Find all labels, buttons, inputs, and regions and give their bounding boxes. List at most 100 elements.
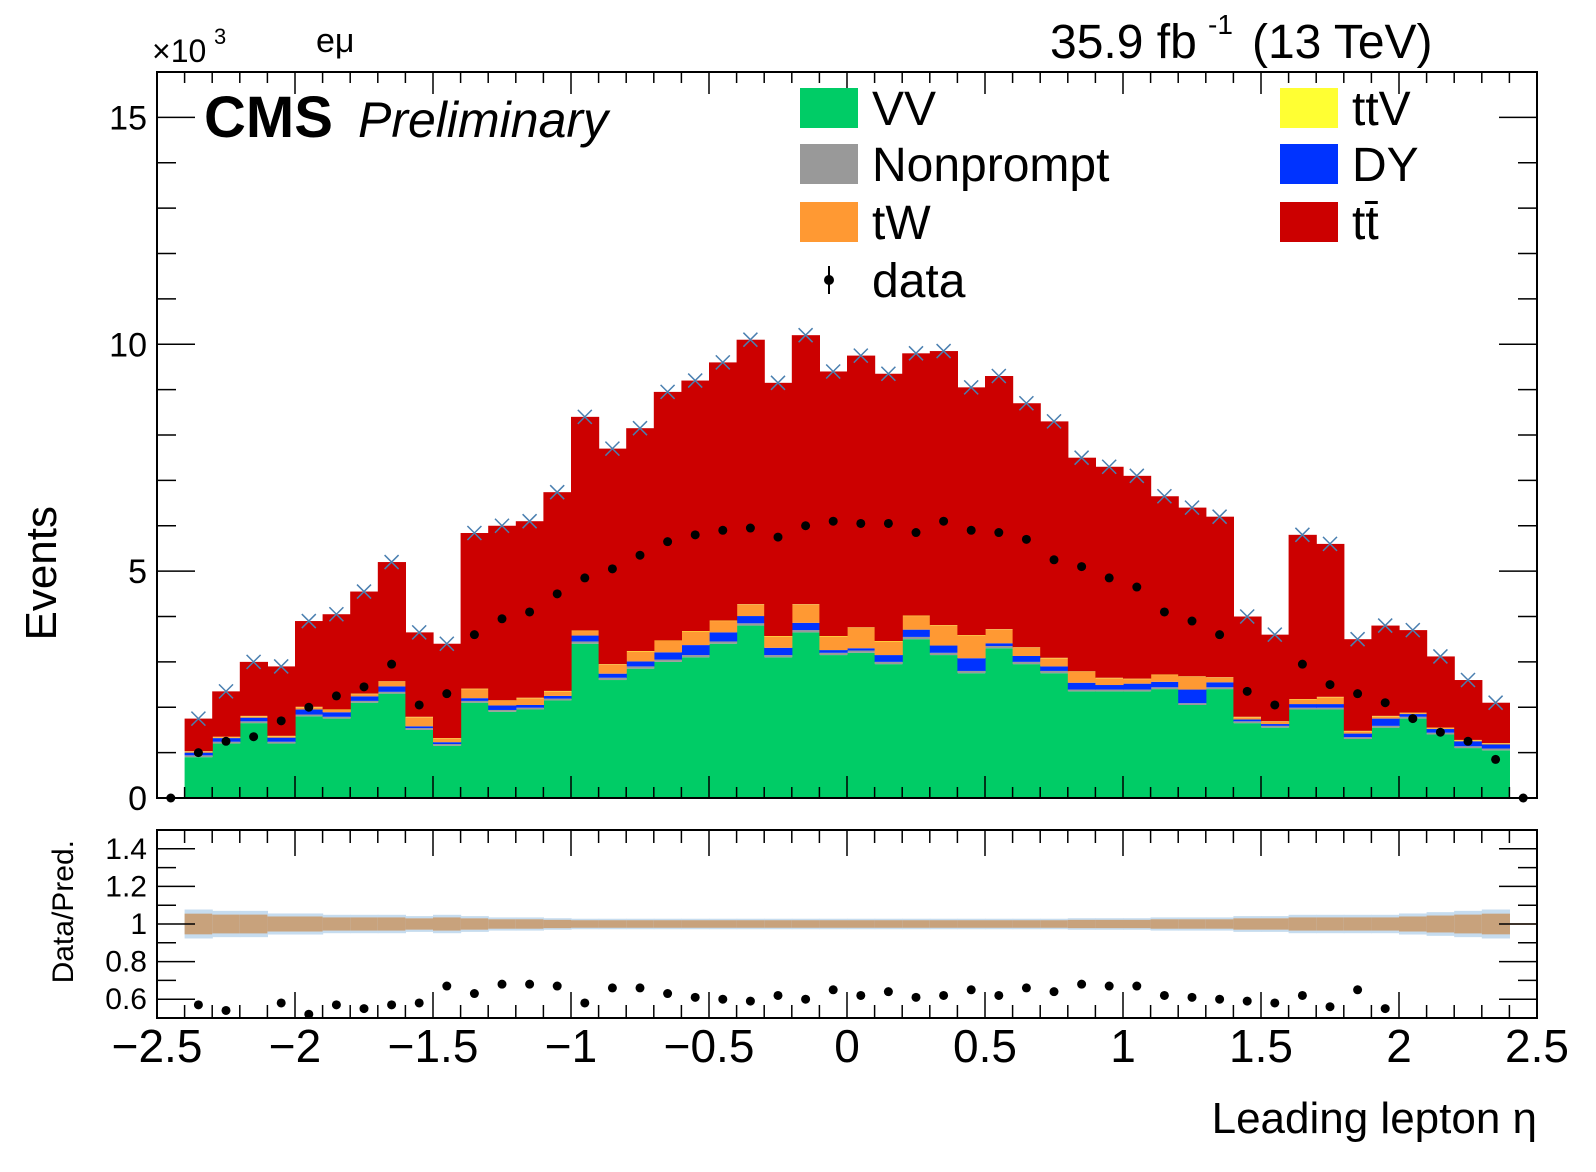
legend-swatch xyxy=(1280,88,1338,128)
ratio-point xyxy=(359,1004,369,1014)
bar-vv-bin-44 xyxy=(1399,718,1428,798)
bar-nonprompt-bin-19 xyxy=(709,641,738,644)
ratio-y-ticks: 0.6 0.8 1 1.2 1.4 xyxy=(105,829,1537,1019)
bar-tt-bin-24 xyxy=(847,355,876,628)
bar-tw-bin-10 xyxy=(460,689,489,699)
bar-vv-bin-16 xyxy=(626,668,655,798)
bar-tt-bin-15 xyxy=(598,448,627,665)
bar-dy-bin-37 xyxy=(1205,682,1234,688)
data-point xyxy=(580,573,590,583)
bar-dy-bin-24 xyxy=(847,648,876,651)
ratio-point xyxy=(221,1005,231,1015)
bar-tw-bin-5 xyxy=(322,709,351,713)
x-tick-label: 2.5 xyxy=(1505,1020,1569,1072)
bar-vv-bin-17 xyxy=(653,661,682,798)
bar-tt-bin-22 xyxy=(791,335,820,605)
ratio-point xyxy=(1104,981,1114,991)
ratio-point xyxy=(939,990,949,1000)
bar-dy-bin-34 xyxy=(1123,683,1152,690)
ratio-band-inner xyxy=(1261,918,1290,930)
bar-tt-bin-41 xyxy=(1316,543,1345,697)
data-point xyxy=(966,525,976,535)
legend: VV ttV Nonprompt DY tW tt̄ data xyxy=(800,83,1419,308)
stack-uncertainty-marker xyxy=(439,636,455,652)
bar-nonprompt-bin-17 xyxy=(653,659,682,662)
bar-nonprompt-bin-40 xyxy=(1288,707,1317,710)
bar-tt-bin-34 xyxy=(1123,475,1152,679)
data-point xyxy=(745,523,755,533)
x-tick-label: −2 xyxy=(269,1020,321,1072)
ratio-band-inner xyxy=(212,914,241,934)
bar-tw-bin-34 xyxy=(1123,679,1152,684)
bar-vv-bin-26 xyxy=(902,639,931,798)
bar-dy-bin-18 xyxy=(681,645,710,656)
bar-tw-bin-3 xyxy=(267,736,296,738)
bar-vv-bin-32 xyxy=(1067,691,1096,798)
ratio-band-inner xyxy=(653,920,682,928)
bar-tw-bin-6 xyxy=(350,694,379,697)
stack-uncertainty-marker xyxy=(770,375,786,391)
ratio-band-inner xyxy=(709,920,738,928)
ratio-band-inner xyxy=(350,917,379,931)
bar-vv-bin-13 xyxy=(543,700,572,798)
bar-tt-bin-30 xyxy=(1012,403,1041,648)
stack-uncertainty-marker xyxy=(411,624,427,640)
stack-uncertainty-marker xyxy=(1294,527,1310,543)
ratio-band-inner xyxy=(1123,919,1152,929)
bar-dy-bin-12 xyxy=(515,704,544,708)
bar-dy-bin-5 xyxy=(322,712,351,717)
stack-uncertainty-marker xyxy=(1267,627,1283,643)
bar-tt-bin-3 xyxy=(267,666,296,736)
bar-vv-bin-43 xyxy=(1371,727,1400,798)
bar-tt-bin-26 xyxy=(902,353,931,616)
bar-tt-bin-17 xyxy=(653,391,682,641)
bar-vv-bin-4 xyxy=(295,716,324,798)
bar-dy-bin-26 xyxy=(902,629,931,637)
bar-nonprompt-bin-21 xyxy=(764,655,793,658)
ratio-point xyxy=(1159,990,1169,1000)
stack-uncertainty-marker xyxy=(1101,459,1117,475)
bar-nonprompt-bin-47 xyxy=(1481,748,1510,751)
data-point xyxy=(387,659,397,669)
bar-nonprompt-bin-25 xyxy=(874,661,903,665)
bar-dy-bin-29 xyxy=(985,643,1014,646)
data-point xyxy=(1187,616,1197,626)
bar-nonprompt-bin-43 xyxy=(1371,725,1400,728)
data-point xyxy=(718,525,728,535)
bar-dy-bin-14 xyxy=(571,635,600,642)
data-point xyxy=(469,630,479,640)
ratio-y-tick-label: 1.4 xyxy=(105,833,147,866)
stack-uncertainty-marker xyxy=(328,606,344,622)
bar-nonprompt-bin-16 xyxy=(626,666,655,669)
bar-tw-bin-2 xyxy=(239,716,268,718)
stack-uncertainty-marker xyxy=(522,513,538,529)
bar-tw-bin-35 xyxy=(1150,675,1179,682)
bar-dy-bin-39 xyxy=(1261,724,1290,726)
bar-dy-bin-6 xyxy=(350,696,379,701)
data-point xyxy=(663,537,673,547)
stack-uncertainty-marker xyxy=(466,525,482,541)
ratio-band-inner xyxy=(985,920,1014,928)
bar-dy-bin-27 xyxy=(929,645,958,653)
ratio-band-inner xyxy=(929,920,958,928)
bar-vv-bin-23 xyxy=(819,655,848,798)
stack-uncertainty-marker xyxy=(1432,648,1448,664)
legend-marker xyxy=(824,275,834,285)
bar-tt-bin-4 xyxy=(295,621,324,707)
ratio-point xyxy=(1021,983,1031,993)
bar-tw-bin-13 xyxy=(543,691,572,696)
ratio-point xyxy=(1380,1004,1390,1014)
data-point xyxy=(1132,582,1142,592)
bar-vv-bin-1 xyxy=(212,743,241,798)
bar-tt-bin-38 xyxy=(1233,616,1262,717)
bar-tw-bin-47 xyxy=(1481,743,1510,745)
ratio-band-inner xyxy=(1399,916,1428,932)
ratio-band-inner xyxy=(488,919,517,929)
data-point xyxy=(276,716,286,726)
ratio-band-inner xyxy=(1288,917,1317,931)
bar-tw-bin-33 xyxy=(1095,678,1124,686)
stack-uncertainty-marker xyxy=(991,368,1007,384)
ratio-y-axis-title: Data/Pred. xyxy=(47,840,80,983)
bar-nonprompt-bin-37 xyxy=(1205,687,1234,690)
bar-nonprompt-bin-36 xyxy=(1178,703,1207,705)
